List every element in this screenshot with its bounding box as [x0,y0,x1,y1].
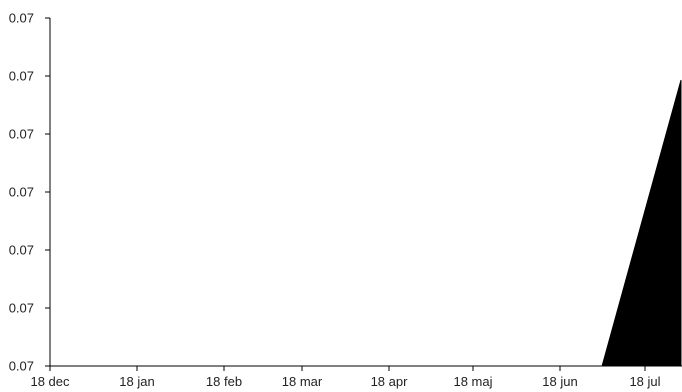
x-tick-label: 18 jun [542,374,577,389]
y-tick-label: 0.07 [9,185,34,200]
x-tick-label: 18 jan [119,374,154,389]
y-tick-label: 0.07 [9,243,34,258]
plot-area [50,79,682,367]
y-axis: 0.07 0.07 0.07 0.07 0.07 0.07 0.07 [9,11,51,374]
x-tick-label: 18 apr [371,374,409,389]
y-tick-label: 0.07 [9,127,34,142]
y-tick-label: 0.07 [9,11,34,26]
x-tick-label: 18 maj [453,374,492,389]
x-tick-label: 18 feb [206,374,242,389]
x-tick-label: 18 dec [30,374,70,389]
y-tick-label: 0.07 [9,301,34,316]
x-axis: 18 dec 18 jan 18 feb 18 mar 18 apr 18 maj 18 j… [30,365,682,389]
y-tick-label: 0.07 [9,359,34,374]
x-tick-label: 18 mar [282,374,323,389]
area-series [50,79,682,367]
x-tick-label: 18 jul [629,374,660,389]
y-tick-label: 0.07 [9,69,34,84]
